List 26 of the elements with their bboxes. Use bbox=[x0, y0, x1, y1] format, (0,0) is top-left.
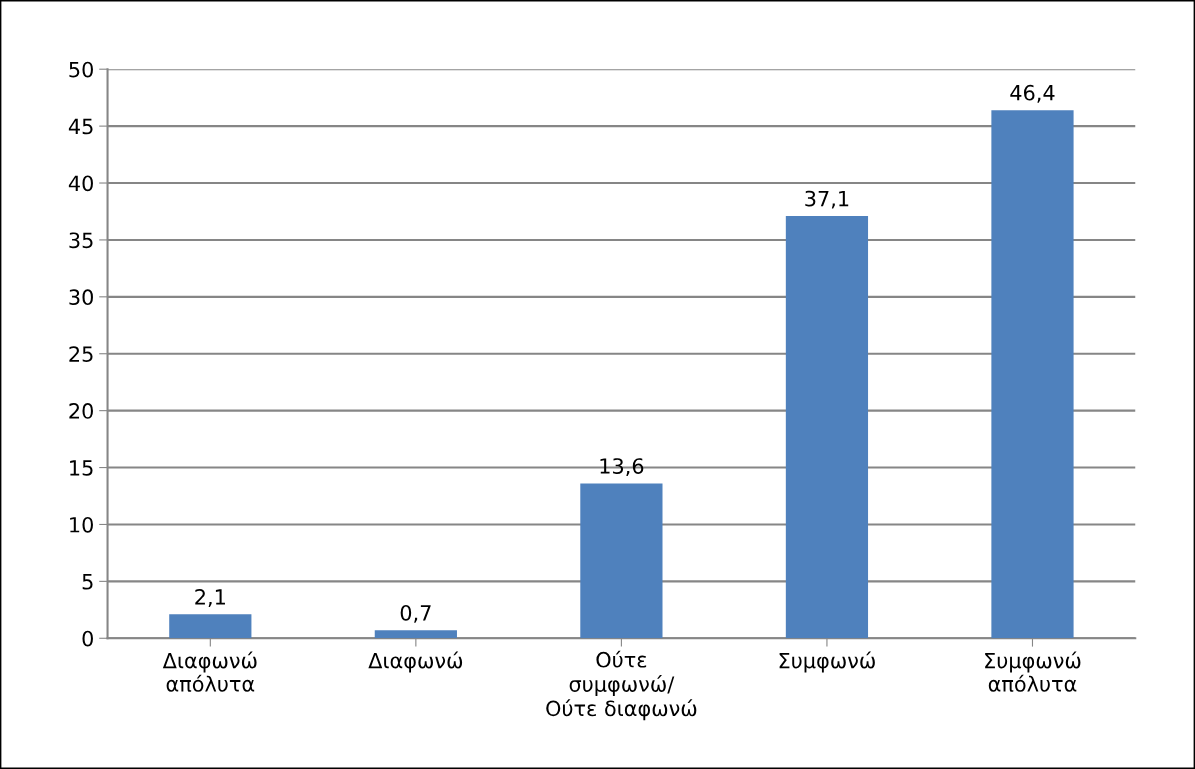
x-tick-label: Συμφωνώ απόλυτα bbox=[985, 651, 1081, 692]
y-tick-label: 40 bbox=[68, 175, 93, 192]
y-tick-label: 5 bbox=[82, 574, 93, 590]
data-label: 13,6 bbox=[600, 458, 644, 477]
x-tick-label: Διαφωνώ bbox=[368, 651, 463, 673]
x-tick-label: Συμφωνώ bbox=[779, 651, 875, 673]
bar bbox=[785, 216, 869, 639]
x-tick-label: Διαφωνώ απόλυτα bbox=[162, 651, 257, 692]
y-tick-label: 45 bbox=[68, 118, 93, 135]
bar bbox=[374, 630, 457, 639]
bar bbox=[580, 483, 663, 639]
bar bbox=[169, 614, 252, 639]
y-tick-label: 25 bbox=[69, 346, 93, 362]
y-tick-label: 10 bbox=[70, 516, 93, 533]
data-label: 37,1 bbox=[805, 190, 849, 209]
y-tick-label: 20 bbox=[69, 403, 93, 419]
y-tick-label: 0 bbox=[82, 630, 93, 647]
y-tick-label: 50 bbox=[69, 61, 93, 78]
x-tick-label: Ούτε συμφωνώ/ Ούτε διαφωνώ bbox=[546, 650, 697, 721]
y-tick-label: 35 bbox=[69, 232, 93, 249]
data-label: 0,7 bbox=[400, 604, 431, 623]
y-tick-label: 15 bbox=[70, 460, 93, 476]
data-label: 2,1 bbox=[195, 589, 225, 607]
y-tick-label: 30 bbox=[69, 289, 93, 306]
bar bbox=[991, 110, 1074, 639]
data-label: 46,4 bbox=[1010, 84, 1055, 103]
